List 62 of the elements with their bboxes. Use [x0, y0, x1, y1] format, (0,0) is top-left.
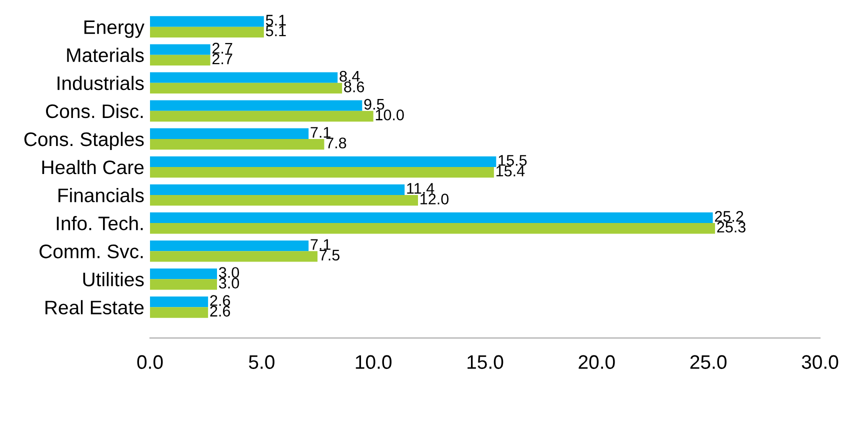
data-label: 12.0	[420, 194, 449, 204]
x-tick-label: 0.0	[137, 355, 163, 369]
x-tick-label: 15.0	[468, 355, 504, 369]
y-tick-label: Financials	[58, 188, 144, 202]
bar	[150, 138, 324, 150]
x-tick-label: 5.0	[248, 355, 274, 369]
data-label: 5.1	[266, 14, 286, 26]
bar	[150, 251, 318, 262]
bar	[150, 166, 494, 178]
data-label: 3.0	[218, 267, 240, 278]
data-label: 7.5	[320, 250, 340, 261]
data-label: 2.6	[210, 306, 230, 317]
x-tick-label: 20.0	[578, 355, 615, 369]
data-label: 7.1	[310, 127, 330, 138]
bar	[150, 279, 217, 290]
data-label: 8.6	[344, 82, 364, 92]
data-label: 7.8	[326, 138, 346, 148]
y-tick-label: Health Care	[42, 160, 144, 174]
y-tick-label: Cons. Staples	[24, 132, 144, 150]
data-label: 11.4	[407, 183, 434, 194]
data-label: 3.0	[218, 278, 240, 289]
x-tick-label: 25.0	[690, 355, 726, 369]
bar	[150, 100, 362, 111]
data-label: 25.3	[717, 222, 746, 232]
bar	[150, 44, 210, 55]
bar	[150, 268, 217, 280]
data-label: 25.2	[714, 211, 744, 222]
data-label: 2.6	[210, 295, 230, 306]
y-tick-label: Real Estate	[46, 300, 144, 314]
data-label: 8.4	[340, 70, 360, 82]
x-tick-label: 30.0	[802, 355, 838, 369]
y-tick-label: Comm. Svc.	[40, 244, 143, 258]
bar	[150, 26, 264, 38]
data-label: 15.5	[498, 155, 527, 166]
y-tick-label: Industrials	[58, 76, 144, 90]
y-tick-label: Utilities	[83, 272, 144, 286]
data-label: 15.4	[496, 166, 525, 176]
bar	[150, 195, 418, 206]
x-tick-label: 10.0	[356, 355, 392, 369]
bar	[150, 54, 210, 66]
data-label: 7.1	[310, 239, 330, 250]
bar	[150, 156, 496, 167]
bar	[150, 296, 208, 308]
bar	[150, 307, 208, 318]
bar	[150, 223, 716, 234]
bar	[150, 82, 342, 94]
y-tick-label: Info. Tech.	[56, 216, 143, 230]
data-label: 10.0	[376, 110, 404, 120]
bar	[150, 110, 374, 122]
bar	[150, 184, 405, 196]
bar	[150, 16, 264, 27]
data-label: 9.5	[364, 98, 384, 110]
bar	[150, 240, 309, 252]
data-label: 2.7	[212, 53, 232, 64]
y-tick-label: Cons. Disc.	[46, 104, 143, 118]
bar	[150, 212, 713, 224]
data-label: 5.1	[266, 26, 286, 36]
bar	[150, 128, 309, 139]
y-tick-label: Energy	[84, 20, 144, 38]
bar	[150, 72, 338, 83]
data-label: 2.7	[212, 42, 232, 54]
y-tick-label: Materials	[67, 48, 144, 62]
